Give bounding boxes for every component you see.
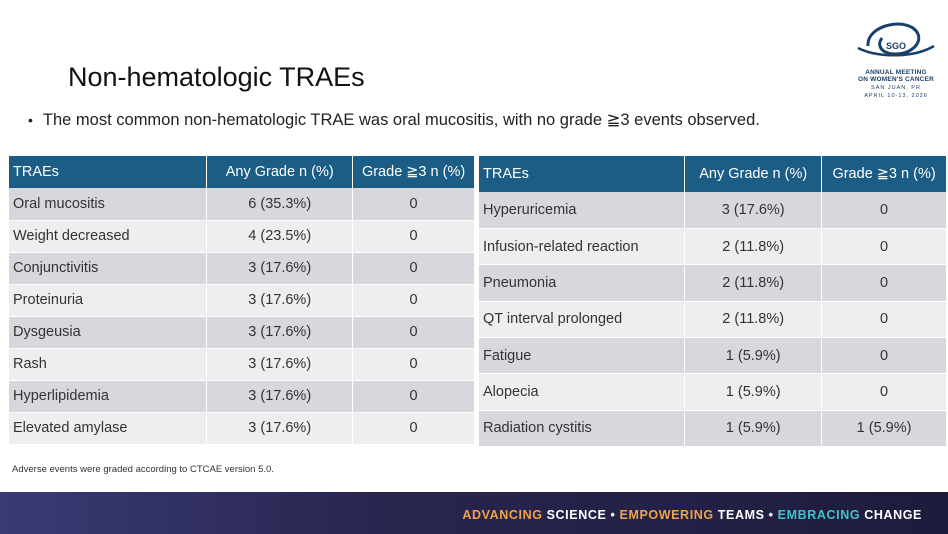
table-header-row: TRAEs Any Grade n (%) Grade ≧3 n (%) — [479, 156, 947, 193]
logo-meeting-name: ANNUAL MEETING ON WOMEN'S CANCER — [857, 69, 935, 83]
table-row: Pneumonia 2 (11.8%) 0 — [479, 264, 947, 302]
cell-any-grade: 4 (23.5%) — [206, 220, 354, 253]
cell-any-grade: 3 (17.6%) — [206, 252, 354, 285]
sgo-swirl-icon: SGO — [857, 22, 935, 57]
footer-tagline: ADVANCING SCIENCE • EMPOWERING TEAMS • E… — [462, 508, 922, 522]
bullet-icon: • — [28, 112, 33, 128]
header-traes: TRAEs — [9, 156, 208, 188]
cell-trae: Rash — [9, 348, 208, 381]
header-any-grade: Any Grade n (%) — [684, 156, 823, 193]
cell-trae: Hyperuricemia — [479, 192, 686, 230]
table-row: Conjunctivitis 3 (17.6%) 0 — [9, 252, 475, 285]
cell-grade3: 0 — [352, 188, 475, 221]
header-grade3: Grade ≧3 n (%) — [821, 156, 947, 193]
cell-any-grade: 3 (17.6%) — [206, 284, 354, 317]
table-row: Elevated amylase 3 (17.6%) 0 — [9, 412, 475, 445]
footer-banner: ADVANCING SCIENCE • EMPOWERING TEAMS • E… — [0, 492, 948, 534]
table-row: Infusion-related reaction 2 (11.8%) 0 — [479, 228, 947, 266]
table-row: Hyperuricemia 3 (17.6%) 0 — [479, 192, 947, 230]
table-row: Alopecia 1 (5.9%) 0 — [479, 373, 947, 411]
cell-trae: Conjunctivitis — [9, 252, 208, 285]
table-row: Fatigue 1 (5.9%) 0 — [479, 337, 947, 375]
header-any-grade: Any Grade n (%) — [206, 156, 354, 188]
cell-any-grade: 2 (11.8%) — [684, 264, 823, 302]
table-row: Oral mucositis 6 (35.3%) 0 — [9, 188, 475, 221]
cell-grade3: 0 — [352, 316, 475, 349]
cell-trae: Alopecia — [479, 373, 686, 411]
cell-grade3: 0 — [821, 373, 947, 411]
footnote: Adverse events were graded according to … — [12, 464, 274, 475]
table-row: Rash 3 (17.6%) 0 — [9, 348, 475, 381]
table-header-row: TRAEs Any Grade n (%) Grade ≧3 n (%) — [9, 156, 475, 188]
cell-trae: Hyperlipidemia — [9, 380, 208, 413]
logo-location-date: SAN JUAN, PR APRIL 10-13, 2026 — [864, 85, 928, 99]
cell-any-grade: 2 (11.8%) — [684, 301, 823, 338]
cell-any-grade: 3 (17.6%) — [206, 380, 354, 413]
cell-any-grade: 2 (11.8%) — [684, 228, 823, 266]
cell-trae: Radiation cystitis — [479, 410, 686, 447]
table-row: Weight decreased 4 (23.5%) 0 — [9, 220, 475, 253]
table-row: Radiation cystitis 1 (5.9%) 1 (5.9%) — [479, 410, 947, 447]
cell-grade3: 0 — [352, 348, 475, 381]
cell-any-grade: 3 (17.6%) — [206, 316, 354, 349]
cell-any-grade: 3 (17.6%) — [206, 348, 354, 381]
cell-any-grade: 6 (35.3%) — [206, 188, 354, 221]
cell-trae: Pneumonia — [479, 264, 686, 302]
cell-trae: Fatigue — [479, 337, 686, 375]
cell-grade3: 0 — [352, 252, 475, 285]
cell-trae: QT interval prolonged — [479, 301, 686, 338]
table-row: QT interval prolonged 2 (11.8%) 0 — [479, 301, 947, 338]
logo-badge: SGO — [886, 41, 906, 51]
cell-trae: Infusion-related reaction — [479, 228, 686, 266]
summary-bullet: • The most common non-hematologic TRAE w… — [28, 110, 760, 130]
cell-any-grade: 1 (5.9%) — [684, 410, 823, 447]
cell-any-grade: 3 (17.6%) — [684, 192, 823, 230]
cell-any-grade: 1 (5.9%) — [684, 337, 823, 375]
trae-table-left: TRAEs Any Grade n (%) Grade ≧3 n (%) Ora… — [9, 156, 475, 445]
cell-grade3: 0 — [352, 380, 475, 413]
cell-trae: Oral mucositis — [9, 188, 208, 221]
cell-grade3: 0 — [821, 192, 947, 230]
cell-grade3: 0 — [821, 337, 947, 375]
header-grade3: Grade ≧3 n (%) — [352, 156, 475, 188]
cell-any-grade: 1 (5.9%) — [684, 373, 823, 411]
cell-trae: Dysgeusia — [9, 316, 208, 349]
trae-table-right: TRAEs Any Grade n (%) Grade ≧3 n (%) Hyp… — [479, 156, 947, 447]
cell-trae: Elevated amylase — [9, 412, 208, 445]
cell-grade3: 0 — [821, 264, 947, 302]
cell-grade3: 0 — [352, 412, 475, 445]
cell-grade3: 0 — [352, 220, 475, 253]
cell-grade3: 1 (5.9%) — [821, 410, 947, 447]
table-row: Proteinuria 3 (17.6%) 0 — [9, 284, 475, 317]
cell-grade3: 0 — [352, 284, 475, 317]
cell-grade3: 0 — [821, 228, 947, 266]
table-row: Hyperlipidemia 3 (17.6%) 0 — [9, 380, 475, 413]
cell-grade3: 0 — [821, 301, 947, 338]
cell-any-grade: 3 (17.6%) — [206, 412, 354, 445]
cell-trae: Proteinuria — [9, 284, 208, 317]
page-title: Non-hematologic TRAEs — [68, 62, 365, 92]
table-row: Dysgeusia 3 (17.6%) 0 — [9, 316, 475, 349]
cell-trae: Weight decreased — [9, 220, 208, 253]
sgo-logo: SGO ANNUAL MEETING ON WOMEN'S CANCER SAN… — [848, 14, 943, 104]
header-traes: TRAEs — [479, 156, 686, 193]
summary-text: The most common non-hematologic TRAE was… — [42, 111, 760, 129]
